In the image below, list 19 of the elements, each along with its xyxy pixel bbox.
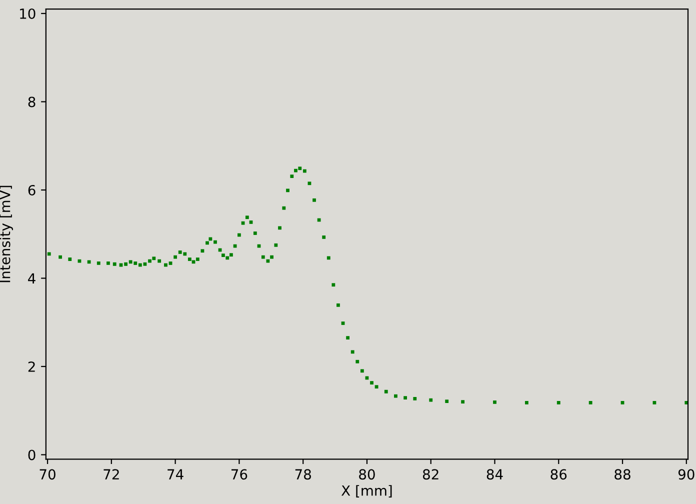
x-tick-label: 88	[614, 469, 630, 480]
y-tick-label: 10	[20, 8, 36, 19]
x-tick-label: 72	[104, 469, 119, 480]
y-tick-label: 4	[28, 273, 36, 284]
x-tick-label: 74	[168, 469, 184, 480]
x-tick-label: 76	[231, 469, 248, 480]
x-tick-label: 78	[295, 469, 311, 480]
y-axis-title: Intensity [mV]	[0, 186, 13, 282]
x-tick-label: 70	[40, 469, 56, 480]
x-tick-label: 84	[486, 469, 503, 480]
y-tick-label: 8	[28, 96, 36, 108]
y-tick-label: 6	[28, 184, 36, 196]
y-tick-label: 0	[28, 450, 36, 460]
x-tick-label: 82	[422, 469, 438, 480]
x-axis-title: X [mm]	[341, 485, 392, 498]
x-tick-label: 90	[678, 469, 694, 480]
x-tick-label: 80	[359, 469, 375, 480]
y-tick-label: 2	[28, 361, 35, 372]
x-tick-label: 86	[550, 469, 567, 480]
